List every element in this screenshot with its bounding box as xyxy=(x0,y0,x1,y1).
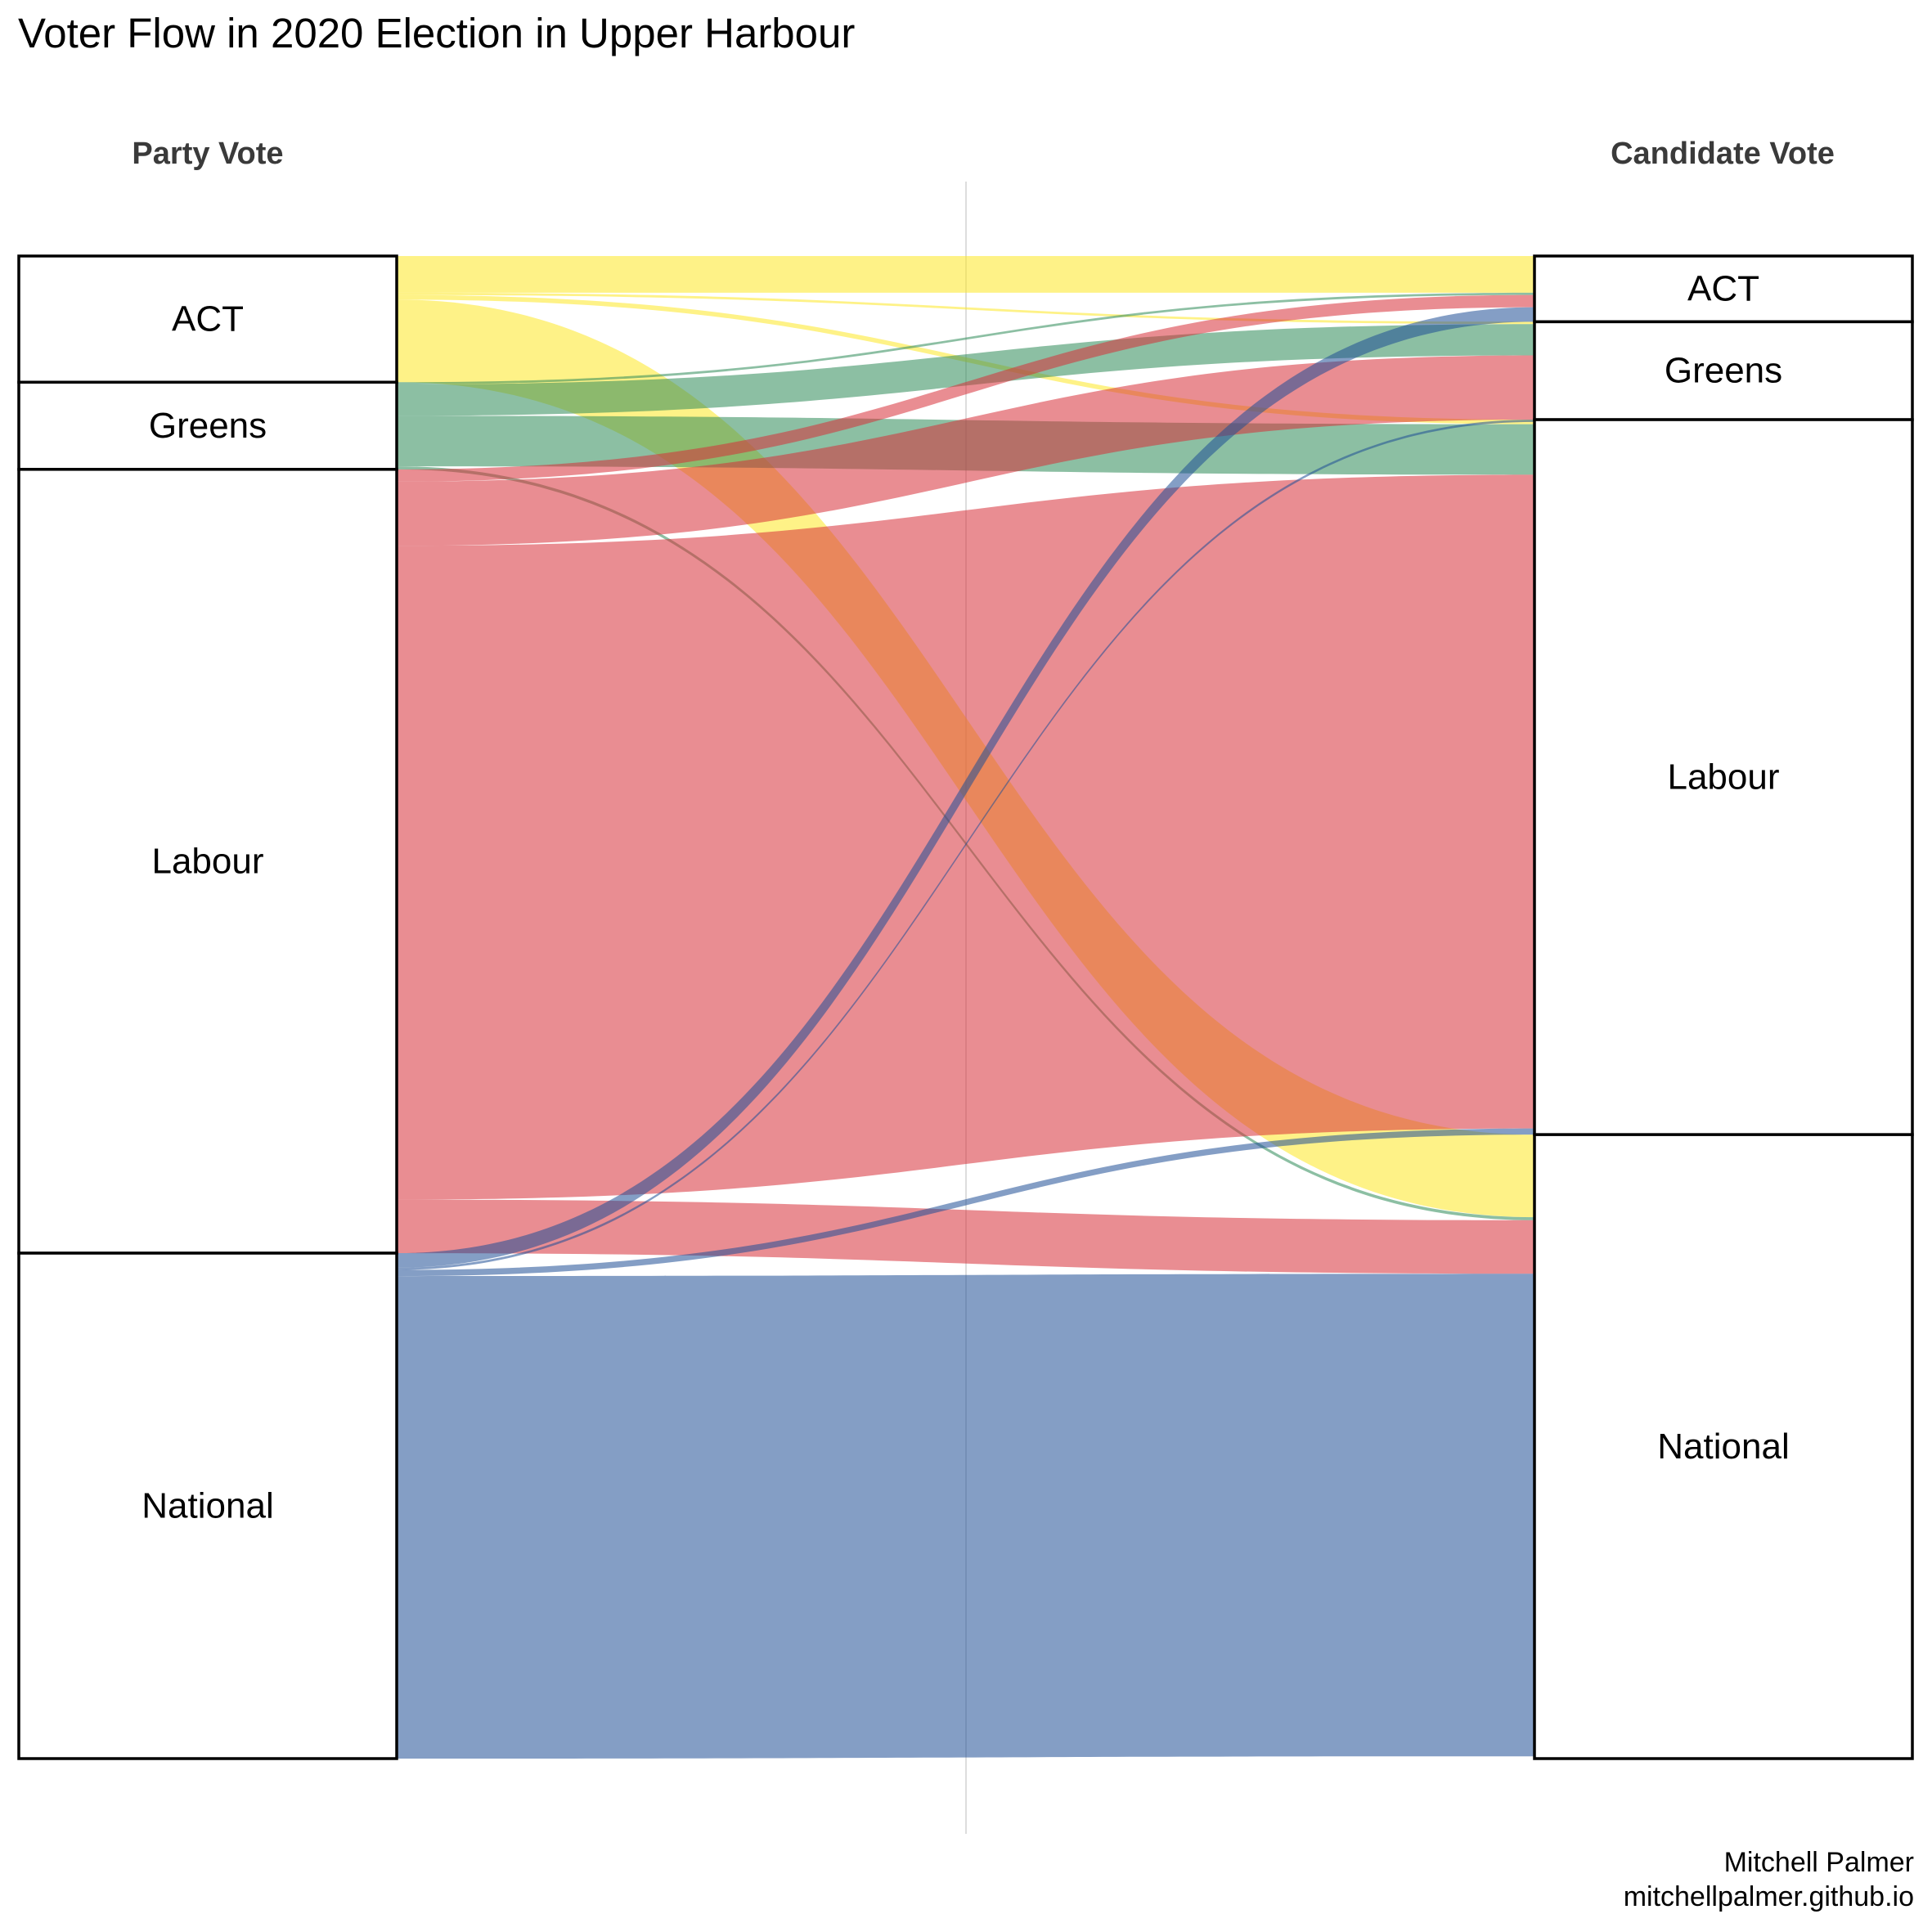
flow-labour-to-labour xyxy=(397,474,1534,1200)
flow-greens-to-act xyxy=(397,292,1534,385)
party-vote-node-labour xyxy=(17,468,398,1255)
flow-act-to-act xyxy=(397,256,1534,293)
party-vote-node-label-national: National xyxy=(142,1486,273,1526)
candidate-vote-node-label-national: National xyxy=(1657,1427,1789,1467)
chart-title: Voter Flow in 2020 Election in Upper Har… xyxy=(18,10,855,56)
axis-label-party-vote: Party Vote xyxy=(132,137,283,171)
party-vote-node-greens xyxy=(17,380,398,471)
flow-national-to-act xyxy=(397,307,1534,1268)
axis-label-candidate-vote: Candidate Vote xyxy=(1611,137,1835,171)
credit-author: Mitchell Palmer xyxy=(1724,1847,1914,1878)
party-vote-node-label-act: ACT xyxy=(172,299,244,339)
party-vote-node-act xyxy=(17,254,398,384)
flow-national-to-greens xyxy=(397,420,1534,1270)
candidate-vote-node-labour xyxy=(1533,418,1914,1136)
party-vote-node-label-greens: Greens xyxy=(149,406,267,446)
node-group: ACT Greens Labour National ACT Greens Labour Na… xyxy=(17,254,1914,1760)
flow-labour-to-national xyxy=(397,1199,1534,1274)
flow-national-to-labour xyxy=(397,1128,1534,1277)
flow-group xyxy=(397,256,1534,1759)
candidate-vote-node-label-greens: Greens xyxy=(1665,351,1782,391)
candidate-vote-node-label-act: ACT xyxy=(1687,269,1759,309)
party-vote-node-label-labour: Labour xyxy=(151,841,263,881)
flow-national-to-national xyxy=(397,1274,1534,1759)
flow-greens-to-greens xyxy=(397,324,1534,416)
flow-labour-to-greens xyxy=(397,355,1534,546)
flow-act-to-greens xyxy=(397,292,1534,325)
candidate-vote-node-greens xyxy=(1533,320,1914,421)
flow-labour-to-act xyxy=(397,294,1534,482)
candidate-vote-node-national xyxy=(1533,1133,1914,1760)
party-vote-node-national xyxy=(17,1251,398,1760)
credit-website: mitchellpalmer.github.io xyxy=(1624,1881,1914,1912)
candidate-vote-node-label-labour: Labour xyxy=(1667,757,1779,798)
candidate-vote-node-act xyxy=(1533,254,1914,324)
